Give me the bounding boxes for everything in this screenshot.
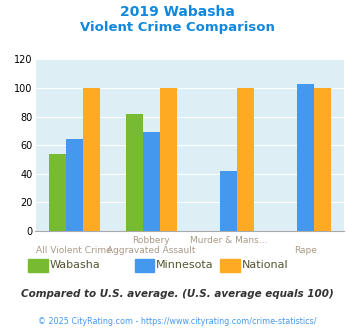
Bar: [314, 88, 331, 231]
Text: Rape: Rape: [294, 246, 317, 255]
Bar: [143, 132, 160, 231]
Text: Wabasha: Wabasha: [50, 260, 100, 270]
Text: © 2025 CityRating.com - https://www.cityrating.com/crime-statistics/: © 2025 CityRating.com - https://www.city…: [38, 317, 317, 326]
Text: Robbery: Robbery: [132, 236, 170, 245]
Text: Murder & Mans...: Murder & Mans...: [190, 236, 267, 245]
Text: Violent Crime Comparison: Violent Crime Comparison: [80, 21, 275, 34]
Bar: [66, 140, 83, 231]
Text: National: National: [241, 260, 288, 270]
Text: Aggravated Assault: Aggravated Assault: [107, 246, 196, 255]
Bar: [220, 171, 237, 231]
Bar: [49, 154, 66, 231]
Text: 2019 Wabasha: 2019 Wabasha: [120, 5, 235, 19]
Bar: [83, 88, 100, 231]
Text: Minnesota: Minnesota: [156, 260, 214, 270]
Text: Compared to U.S. average. (U.S. average equals 100): Compared to U.S. average. (U.S. average …: [21, 289, 334, 299]
Bar: [297, 84, 314, 231]
Text: All Violent Crime: All Violent Crime: [36, 246, 112, 255]
Bar: [237, 88, 254, 231]
Bar: [160, 88, 177, 231]
Bar: [126, 114, 143, 231]
